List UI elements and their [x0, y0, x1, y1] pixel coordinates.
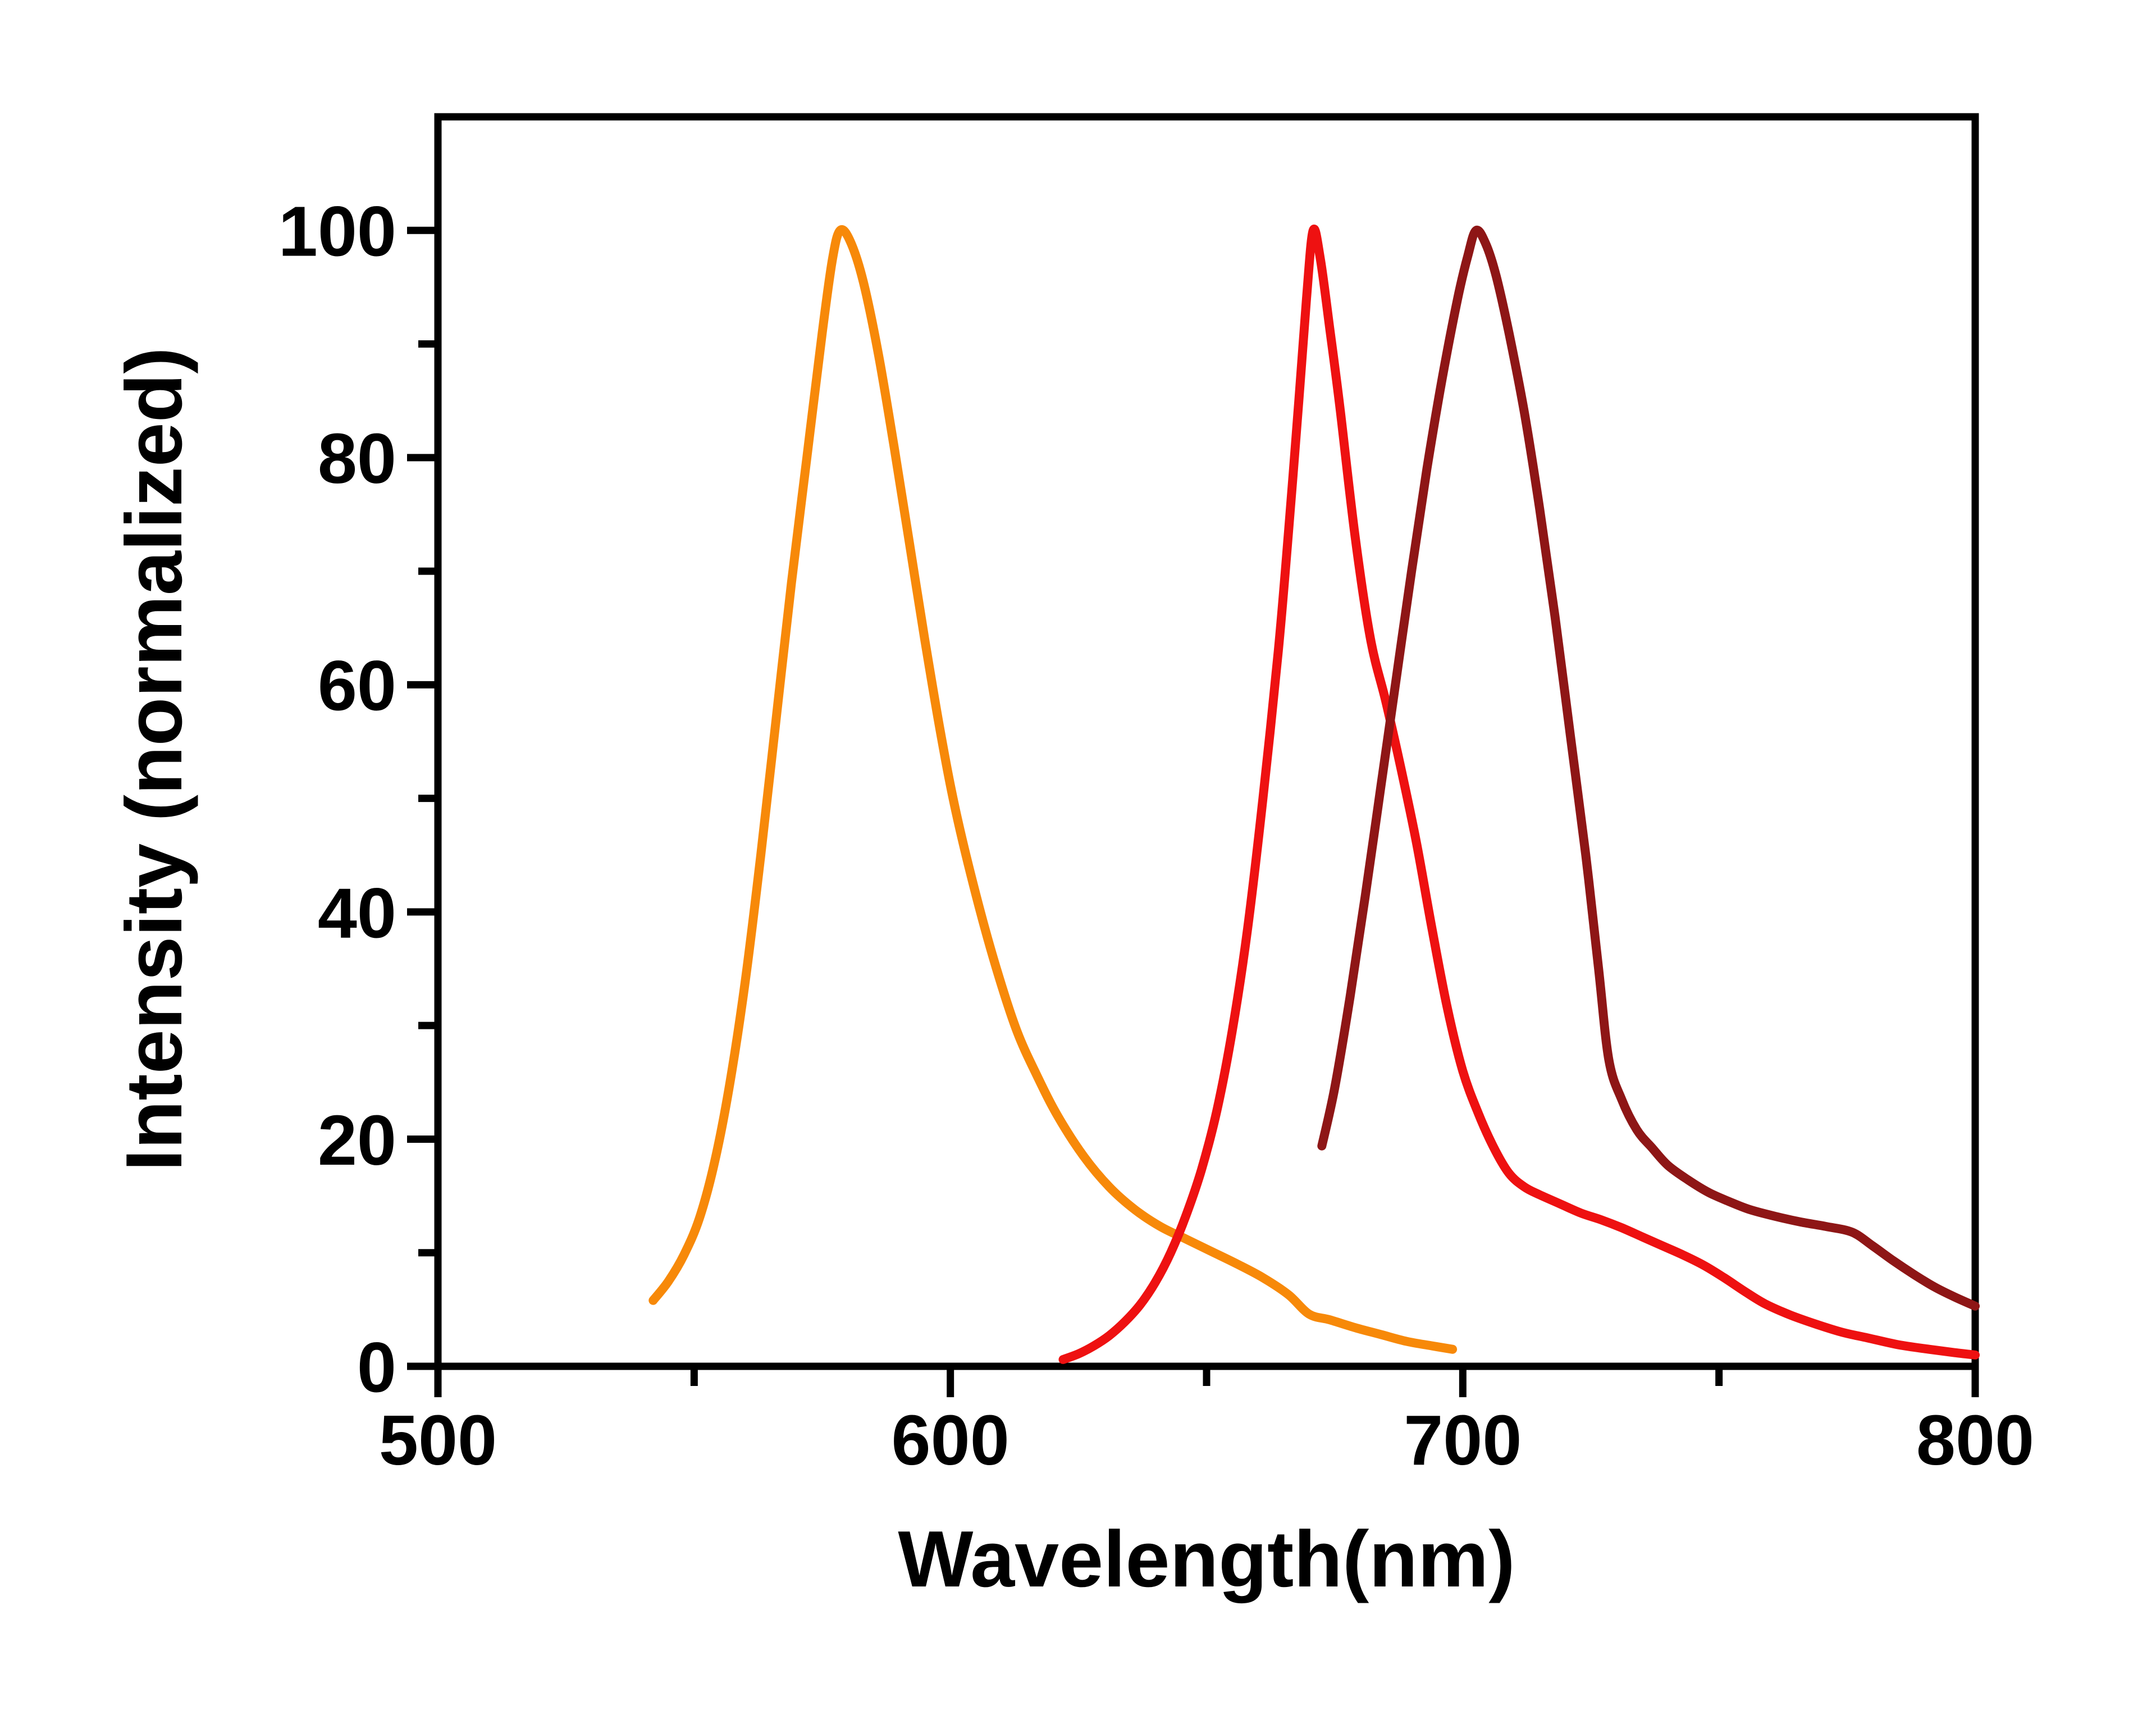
y-tick-label: 0: [357, 1328, 396, 1407]
plot-frame: [434, 113, 1979, 1370]
x-tick-label: 500: [379, 1401, 497, 1480]
x-tick-label: 600: [892, 1401, 1010, 1480]
plot-area: 500 600 700 800 0 20 40 60 80 100: [278, 113, 2034, 1480]
x-axis-title: Wavelength(nm): [898, 1515, 1515, 1604]
x-tick-label: 800: [1916, 1401, 2034, 1480]
x-tick-label: 700: [1404, 1401, 1522, 1480]
series-dark_red-curve: [1317, 225, 1980, 1311]
y-tick-label: 80: [318, 419, 396, 498]
y-tick-label: 60: [318, 646, 396, 726]
y-tick-label: 40: [318, 873, 396, 952]
y-tick-label: 100: [278, 192, 396, 271]
y-axis-title: Intensity (normalized): [109, 347, 199, 1171]
series-orange-curve: [648, 225, 1458, 1354]
y-tick-label: 20: [318, 1101, 396, 1180]
series-red-curve: [1058, 224, 1980, 1364]
